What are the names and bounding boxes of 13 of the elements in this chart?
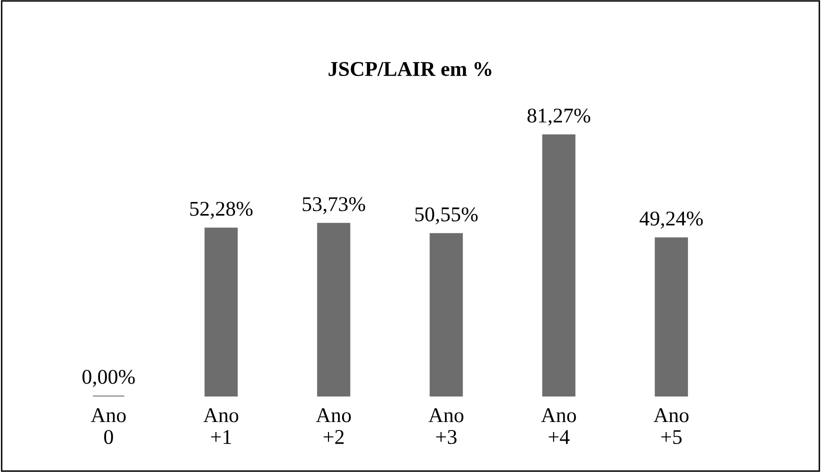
chart-title: JSCP/LAIR em % — [328, 62, 492, 76]
x-tick-label: Ano +3 — [428, 408, 464, 444]
data-label: 81,27% — [527, 108, 590, 126]
x-tick-label: Ano +1 — [203, 408, 238, 444]
data-label: 0,00% — [82, 370, 135, 387]
data-label: 53,73% — [302, 197, 366, 214]
data-label: 52,28% — [190, 202, 253, 219]
x-tick-label: Ano +5 — [654, 408, 689, 444]
data-label: 49,24% — [640, 212, 703, 229]
x-tick-label: Ano 0 — [90, 408, 126, 444]
x-tick-label: Ano +4 — [541, 408, 576, 444]
x-tick-label: Ano +2 — [316, 408, 351, 444]
data-label: 50,55% — [415, 207, 478, 224]
